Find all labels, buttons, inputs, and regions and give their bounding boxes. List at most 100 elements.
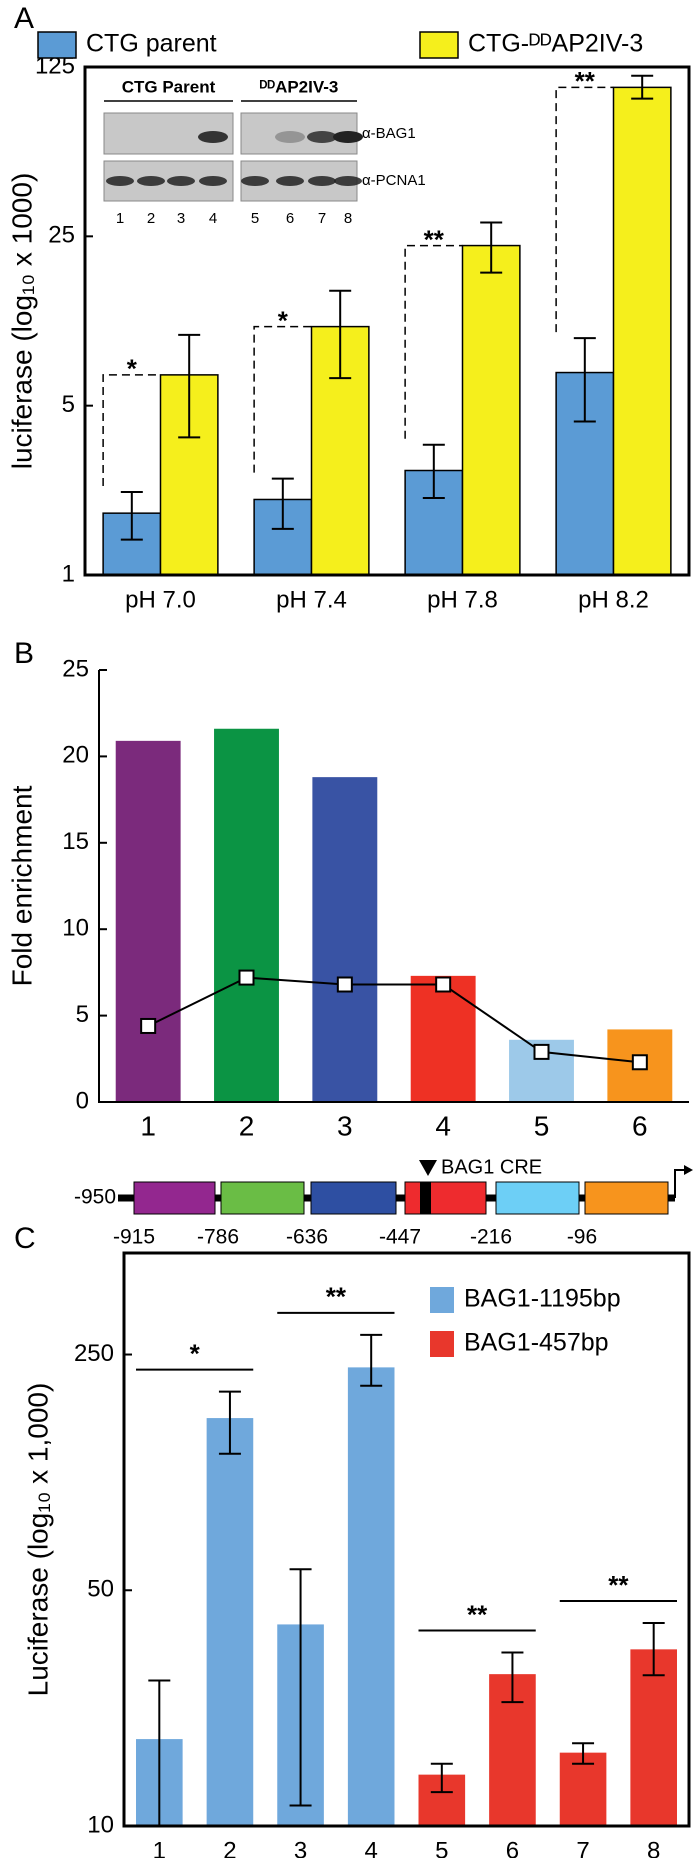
lane-label: 8 — [344, 210, 352, 227]
legend-swatch — [430, 1331, 454, 1357]
plot-frame — [122, 1251, 691, 1828]
x-tick-label: 3 — [337, 1110, 353, 1141]
significance-bracket — [253, 325, 312, 473]
x-tick-label: 4 — [435, 1110, 451, 1141]
promoter-position: -915 — [113, 1226, 155, 1249]
lane-label: 2 — [147, 210, 155, 227]
y-tick-label: 20 — [62, 742, 89, 769]
error-bar — [631, 74, 654, 100]
x-tick-label: 4 — [365, 1837, 378, 1858]
blot-band — [241, 176, 269, 186]
line-marker — [336, 976, 353, 993]
error-bar — [501, 1651, 524, 1704]
y-tick-label: 50 — [87, 1576, 114, 1603]
legend-swatch — [430, 1287, 454, 1313]
error-bar — [329, 289, 352, 380]
promoter-position: -636 — [286, 1226, 328, 1249]
blot-band — [334, 176, 362, 186]
panel-label: A — [14, 2, 34, 35]
error-bar — [430, 1762, 453, 1794]
bar — [612, 86, 672, 576]
blot-band — [199, 176, 227, 186]
promoter-segment — [495, 1181, 580, 1215]
x-tick-label: 2 — [223, 1837, 236, 1858]
significance-label: ** — [326, 1282, 347, 1312]
axes — [98, 670, 689, 1103]
significance-bracket — [555, 86, 614, 333]
bar — [630, 1649, 677, 1826]
lane-label: 7 — [318, 210, 326, 227]
promoter-position: -216 — [470, 1226, 512, 1249]
lane-label: 6 — [286, 210, 294, 227]
y-axis-label: Fold enrichment — [6, 785, 37, 986]
blot-band — [106, 176, 134, 186]
lane-label: 3 — [177, 210, 185, 227]
x-tick-label: 1 — [153, 1837, 166, 1858]
promoter-segment — [133, 1181, 216, 1215]
promoter-position: -786 — [197, 1226, 239, 1249]
legend-swatch — [37, 31, 77, 59]
y-tick-label: 5 — [62, 391, 75, 418]
promoter-position: -447 — [379, 1226, 421, 1249]
y-tick-label: 250 — [74, 1340, 114, 1367]
error-bar — [178, 333, 201, 439]
x-tick-label: 2 — [239, 1110, 255, 1141]
tss-arrowhead — [684, 1165, 693, 1175]
error-bar — [120, 491, 143, 541]
promoter-segment — [404, 1181, 487, 1215]
y-tick-label: 10 — [62, 915, 89, 942]
line-marker — [533, 1043, 550, 1060]
error-bar — [480, 221, 503, 274]
promoter-position: -96 — [567, 1226, 597, 1249]
blot-band — [198, 131, 228, 143]
inset-header: ᴰᴰAP2IV-3 — [260, 77, 339, 96]
tss-arrow — [674, 1169, 686, 1198]
legend-label: BAG1-457bp — [464, 1329, 609, 1357]
plot-frame — [83, 65, 691, 577]
lane-label: 5 — [251, 210, 259, 227]
bar — [206, 1418, 254, 1826]
legend-swatch — [419, 31, 459, 59]
y-tick-label: 25 — [62, 655, 89, 682]
bar — [461, 244, 521, 576]
x-tick-label: pH 8.2 — [578, 586, 649, 613]
x-tick-label: 6 — [506, 1837, 519, 1858]
error-bar — [218, 1390, 241, 1455]
inset-row-label: α-BAG1 — [362, 125, 416, 142]
panel-label: B — [14, 637, 34, 670]
x-tick-label: 8 — [647, 1837, 660, 1858]
x-tick-label: 1 — [140, 1110, 156, 1141]
x-tick-label: pH 7.4 — [276, 586, 347, 613]
significance-label: ** — [467, 1599, 488, 1629]
blot-band — [137, 176, 165, 186]
bar — [347, 1367, 395, 1826]
y-axis-label: luciferase (log₁₀ x 1000) — [6, 173, 37, 470]
y-tick-label: 10 — [87, 1811, 114, 1838]
cre-marker — [419, 1160, 437, 1176]
line — [147, 976, 640, 1064]
bar — [214, 728, 279, 1102]
line-marker — [140, 1017, 157, 1034]
legend-label: BAG1-1195bp — [464, 1285, 621, 1313]
legend-label: CTG-ᴰᴰAP2IV-3 — [468, 30, 643, 58]
inset-row-label: α-PCNA1 — [362, 172, 426, 189]
legend-label: CTG parent — [86, 30, 217, 58]
cre-site — [420, 1182, 431, 1214]
error-bar — [271, 477, 294, 530]
bar — [410, 975, 476, 1102]
y-tick-label: 0 — [76, 1087, 89, 1114]
error-bar — [573, 337, 596, 423]
significance-label: * — [278, 305, 289, 335]
x-tick-label: 3 — [294, 1837, 307, 1858]
blot-band — [276, 176, 304, 186]
cre-label: BAG1 CRE — [441, 1156, 542, 1178]
lane-label: 4 — [209, 210, 217, 227]
promoter-start: -950 — [74, 1186, 116, 1209]
promoter-segment — [584, 1181, 669, 1215]
error-bar — [572, 1742, 595, 1765]
promoter-segment — [310, 1181, 397, 1215]
blot-band — [333, 131, 363, 143]
panel-label: C — [14, 1222, 36, 1255]
error-bar — [642, 1621, 665, 1677]
